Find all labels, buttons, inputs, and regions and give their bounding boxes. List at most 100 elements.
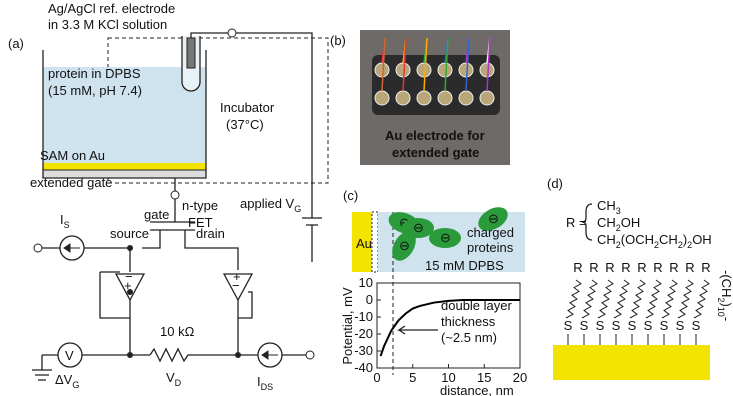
text-part: applied V — [240, 196, 295, 211]
photo-electrode — [459, 91, 473, 105]
charge: ⊖ — [440, 230, 451, 245]
y-tick-label: -30 — [354, 343, 373, 358]
text-part: (OCH — [621, 232, 654, 247]
alkyl-chain — [566, 280, 581, 318]
op-amp-sign: − — [125, 269, 133, 284]
electrode-rod — [187, 38, 195, 68]
y-axis-label: Potential, mV — [340, 287, 355, 365]
label: Au — [356, 236, 372, 251]
photo-electrode — [480, 91, 494, 105]
label: VD — [166, 370, 182, 388]
label: in 3.3 M KCl solution — [48, 17, 167, 32]
charge: ⊖ — [399, 238, 410, 253]
text-part: OH — [692, 232, 712, 247]
text-part: CH — [597, 198, 616, 213]
photo-electrode — [396, 91, 410, 105]
sulfur: S — [612, 318, 621, 333]
r-group: R — [605, 260, 614, 275]
alkyl-chain — [614, 280, 629, 318]
sulfur: S — [660, 318, 669, 333]
arrow — [262, 351, 278, 359]
r-group: R — [701, 260, 710, 275]
text-part: DS — [261, 382, 274, 392]
annotation: thickness — [441, 314, 496, 329]
label: SAM on Au — [40, 148, 105, 163]
text-part: - — [719, 317, 733, 321]
alkyl-chain — [582, 280, 597, 318]
photo-caption: Au electrode for — [385, 128, 485, 143]
photo-caption: extended gate — [392, 145, 479, 160]
photo-electrode — [417, 63, 431, 77]
terminal — [228, 29, 236, 37]
y-tick-label: -10 — [354, 309, 373, 324]
label: drain — [196, 226, 225, 241]
arrow — [64, 244, 80, 252]
label: IDS — [257, 374, 273, 392]
label: ΔVG — [55, 372, 79, 390]
sulfur: S — [676, 318, 685, 333]
label: R = — [566, 215, 587, 230]
label: 15 mM DPBS — [425, 258, 504, 273]
r-group: R — [685, 260, 694, 275]
panel-label: (d) — [547, 176, 563, 191]
label: (37°C) — [226, 117, 264, 132]
alkyl-chain — [646, 280, 661, 318]
r-group: R — [637, 260, 646, 275]
x-tick-label: 0 — [373, 370, 380, 385]
label: source — [110, 226, 149, 241]
photo-electrode — [375, 63, 389, 77]
y-tick-label: 10 — [359, 275, 373, 290]
label: proteins — [467, 240, 514, 255]
label: protein in DPBS — [48, 66, 141, 81]
label: Ag/AgCl ref. electrode — [48, 1, 175, 16]
text-part: CH — [597, 215, 616, 230]
charge: ⊖ — [488, 211, 499, 226]
alkyl-chain — [678, 280, 693, 318]
r-group: R — [621, 260, 630, 275]
au-surface — [553, 345, 710, 380]
chain-label: -(CH2)10- — [716, 270, 733, 321]
substituent: CH2OH — [597, 215, 640, 233]
sulfur: S — [564, 318, 573, 333]
text-part: V — [166, 370, 175, 385]
nodes — [127, 245, 241, 358]
label: 10 kΩ — [160, 324, 195, 339]
label: Incubator — [220, 100, 275, 115]
y-tick-label: 0 — [366, 292, 373, 307]
panel-label: (c) — [343, 188, 358, 203]
sulfur: S — [628, 318, 637, 333]
photo-board — [372, 55, 500, 115]
text-part: G — [294, 204, 301, 214]
sulfur: S — [580, 318, 589, 333]
au-layer — [43, 163, 206, 170]
r-group: R — [669, 260, 678, 275]
photo-electrode — [417, 91, 431, 105]
x-tick-label: 20 — [513, 370, 527, 385]
alkyl-chain — [630, 280, 645, 318]
photo-electrode — [438, 91, 452, 105]
photo-electrode — [480, 63, 494, 77]
y-tick-label: -20 — [354, 326, 373, 341]
annotation: double layer — [441, 298, 512, 313]
panel-label: (a) — [8, 36, 24, 51]
text-part: CH — [659, 232, 678, 247]
text-part: 10 — [716, 307, 726, 317]
sam — [372, 212, 378, 272]
sulfur: S — [596, 318, 605, 333]
text-part: D — [175, 378, 182, 388]
panel-label: (b) — [330, 33, 346, 48]
r-group: R — [573, 260, 582, 275]
x-axis-label: distance, nm — [440, 383, 514, 396]
label: (15 mM, pH 7.4) — [48, 83, 142, 98]
figure: (a) (b) (c) (d) Ag/AgCl ref. electrodein 3.3… — [0, 0, 733, 396]
label: charged — [467, 225, 514, 240]
x-tick-label: 5 — [409, 370, 416, 385]
r-group: R — [653, 260, 662, 275]
op-amp-sign: + — [233, 269, 241, 284]
y-tick-label: -40 — [354, 360, 373, 375]
charge: ⊖ — [413, 220, 424, 235]
substituent: CH3 — [597, 198, 621, 216]
photo-electrode — [459, 63, 473, 77]
r-group: R — [589, 260, 598, 275]
terminal — [306, 351, 314, 359]
